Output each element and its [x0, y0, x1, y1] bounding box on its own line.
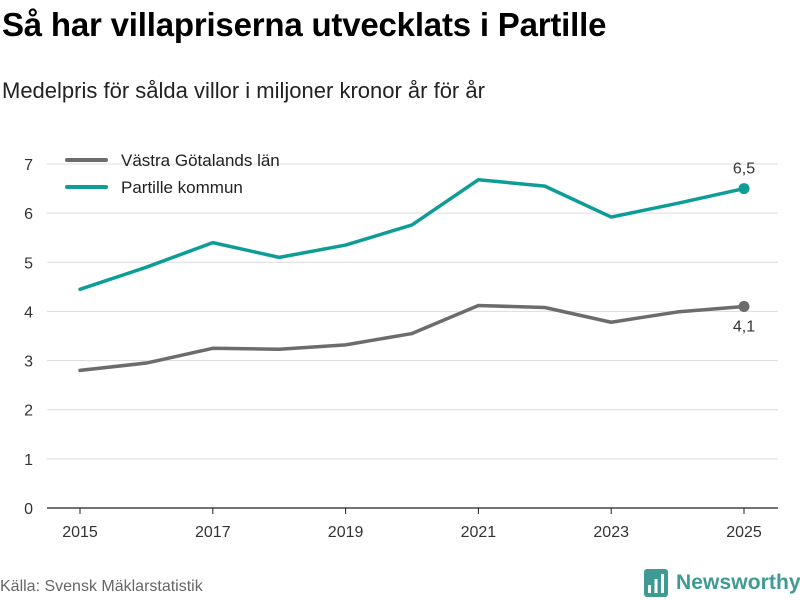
y-tick-label: 4 [24, 304, 33, 321]
y-tick-label: 7 [24, 157, 33, 174]
end-value-label: 6,5 [733, 161, 755, 178]
x-tick-label: 2019 [328, 524, 364, 541]
newsworthy-logo[interactable]: Newsworthy [644, 568, 800, 598]
chart-subtitle: Medelpris för sålda villor i miljoner kr… [2, 78, 485, 103]
line-chart: 0 1 2 3 4 5 6 7 2015 2017 2019 2021 2023 2025 4,1 6,5 Vä… [24, 151, 778, 541]
y-tick-label: 6 [24, 206, 33, 223]
x-tick-label: 2025 [726, 524, 762, 541]
legend-label: Västra Götalands län [121, 151, 280, 170]
x-tick-label: 2021 [461, 524, 497, 541]
newsworthy-icon [644, 569, 668, 597]
source-note: Källa: Svensk Mäklarstatistik [0, 578, 203, 595]
x-tick-label: 2017 [195, 524, 231, 541]
series-end-point [738, 301, 750, 313]
series-line-partille-kommun [78, 177, 746, 292]
x-tick-label: 2023 [593, 524, 629, 541]
series-line-vastra-gotalands-lan [78, 303, 746, 373]
end-value-label: 4,1 [733, 319, 755, 336]
y-tick-label: 1 [24, 452, 33, 469]
series-end-point [738, 183, 750, 195]
y-tick-label: 3 [24, 354, 33, 371]
brand-name: Newsworthy [676, 571, 800, 594]
y-tick-label: 0 [24, 501, 33, 518]
x-tick-label: 2015 [62, 524, 98, 541]
y-tick-label: 2 [24, 403, 33, 420]
legend-label: Partille kommun [121, 178, 243, 197]
y-tick-label: 5 [24, 255, 33, 272]
chart-title: Så har villapriserna utvecklats i Partil… [2, 6, 607, 43]
